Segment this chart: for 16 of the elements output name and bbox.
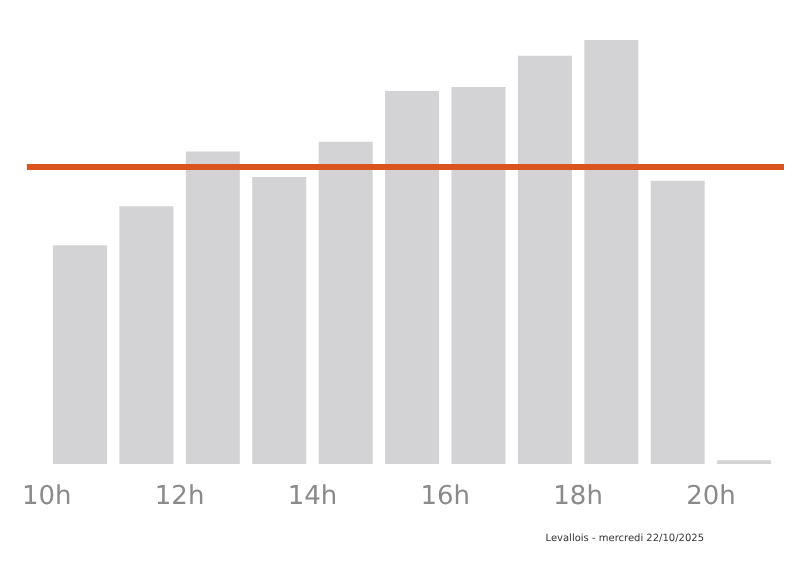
- x-tick-label: 20h: [686, 482, 736, 512]
- bar: [252, 176, 307, 464]
- x-tick-label: 16h: [420, 482, 471, 512]
- bar: [517, 55, 572, 464]
- bar: [385, 90, 440, 464]
- bar: [451, 87, 506, 464]
- x-tick-label: 18h: [553, 482, 603, 512]
- bar: [584, 40, 639, 464]
- x-tick-label: 10h: [22, 482, 72, 512]
- x-tick-label: 14h: [287, 482, 338, 512]
- bar: [185, 151, 240, 464]
- bar: [650, 180, 705, 464]
- bar: [52, 245, 107, 464]
- bar: [318, 141, 373, 464]
- x-tick-label: 12h: [154, 482, 205, 512]
- bar: [119, 206, 174, 464]
